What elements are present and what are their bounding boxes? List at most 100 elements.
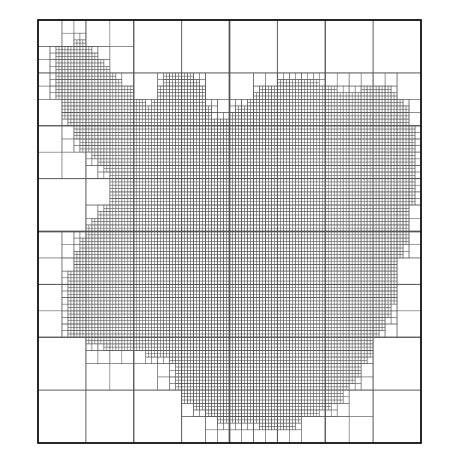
quadtree-cell [378, 95, 383, 100]
quadtree-cell [244, 191, 248, 196]
quadtree-cell [37, 178, 87, 232]
quadtree-cell [268, 204, 272, 209]
quadtree-cell [94, 89, 99, 93]
quadtree-cell [157, 208, 161, 212]
quadtree-cell [112, 105, 117, 110]
quadtree-cell [217, 184, 221, 189]
quadtree-cell [307, 125, 311, 130]
quadtree-cell [154, 175, 158, 179]
quadtree-cell [313, 175, 317, 179]
quadtree-cell [390, 112, 395, 117]
quadtree-cell [190, 132, 194, 136]
quadtree-cell [148, 141, 152, 146]
quadtree-cell [127, 115, 132, 120]
quadtree-cell [304, 175, 308, 179]
quadtree-cell [73, 75, 78, 80]
quadtree-cell [262, 155, 266, 160]
quadtree-cell [139, 204, 143, 209]
quadtree-cell [91, 92, 96, 97]
quadtree-cell [145, 214, 149, 219]
quadtree-cell [217, 188, 221, 193]
quadtree-cell [58, 95, 63, 100]
quadtree-cell [378, 108, 383, 113]
quadtree-cell [193, 201, 197, 206]
quadtree-cell [127, 95, 132, 100]
quadtree-cell [139, 141, 143, 146]
quadtree-cell [235, 171, 239, 176]
quadtree-cell [202, 158, 206, 163]
quadtree-cell [82, 56, 87, 60]
quadtree-cell [127, 165, 132, 169]
quadtree-cell [217, 138, 221, 143]
quadtree-cell [339, 99, 344, 103]
quadtree-cell [91, 62, 96, 67]
quadtree-cell [136, 145, 141, 150]
quadtree-cell [295, 171, 299, 176]
quadtree-cell [175, 221, 179, 226]
quadtree-cell [262, 175, 266, 179]
quadtree-cell [235, 128, 239, 133]
quadtree-cell [106, 72, 111, 77]
quadtree-cell [259, 85, 263, 90]
quadtree-cell [190, 175, 194, 179]
quadtree-cell [82, 62, 87, 67]
quadtree-cell [307, 89, 311, 93]
quadtree-cell [115, 108, 120, 113]
quadtree-cell [136, 178, 141, 183]
quadtree-cell [193, 218, 197, 222]
quadtree-cell [157, 125, 161, 130]
quadtree-cell [55, 92, 60, 97]
quadtree-cell [76, 112, 81, 117]
quadtree-cell [199, 135, 203, 140]
quadtree-cell [187, 128, 191, 133]
quadtree-cell [70, 115, 75, 120]
quadtree-cell [330, 89, 335, 93]
quadtree-cell [118, 82, 123, 87]
quadtree-cell [166, 102, 170, 107]
quadtree-cell [304, 102, 308, 107]
quadtree-cell [202, 102, 206, 107]
quadtree-cell [307, 132, 311, 136]
quadtree-cell [262, 161, 266, 166]
quadtree-cell [271, 125, 275, 130]
quadtree-cell [109, 214, 114, 219]
quadtree-cell [61, 138, 75, 153]
quadtree-cell [235, 108, 239, 113]
quadtree-cell [148, 214, 152, 219]
quadtree-cell [82, 65, 87, 70]
quadtree-cell [274, 208, 278, 212]
quadtree-cell [106, 155, 111, 160]
quadtree-cell [88, 224, 93, 229]
quadtree-cell [253, 191, 257, 196]
quadtree-cell [73, 99, 78, 103]
quadtree-cell [298, 161, 302, 166]
quadtree-cell [202, 198, 206, 203]
quadtree-cell [172, 135, 176, 140]
quadtree-cell [199, 112, 203, 117]
quadtree-cell [301, 132, 305, 136]
quadtree-cell [244, 158, 248, 163]
quadtree-cell [193, 85, 197, 90]
quadtree-cell [151, 135, 155, 140]
quadtree-cell [118, 112, 123, 117]
quadtree-cell [199, 99, 203, 103]
quadtree-cell [169, 79, 173, 84]
quadtree-cell [250, 102, 254, 107]
quadtree-cell [145, 198, 149, 203]
quadtree-cell [244, 135, 248, 140]
quadtree-cell [292, 99, 296, 103]
quadtree-cell [214, 211, 218, 216]
quadtree-cell [315, 132, 320, 136]
quadtree-cell [301, 161, 305, 166]
quadtree-cell [70, 49, 75, 54]
quadtree-cell [315, 171, 320, 176]
quadtree-cell [79, 92, 84, 97]
quadtree-cell [262, 184, 266, 189]
quadtree-cell [100, 125, 105, 130]
quadtree-cell [136, 132, 141, 136]
quadtree-cell [118, 184, 123, 189]
quadtree-cell [193, 208, 197, 212]
quadtree-cell [214, 145, 218, 150]
quadtree-cell [277, 72, 284, 80]
quadtree-cell [190, 115, 194, 120]
